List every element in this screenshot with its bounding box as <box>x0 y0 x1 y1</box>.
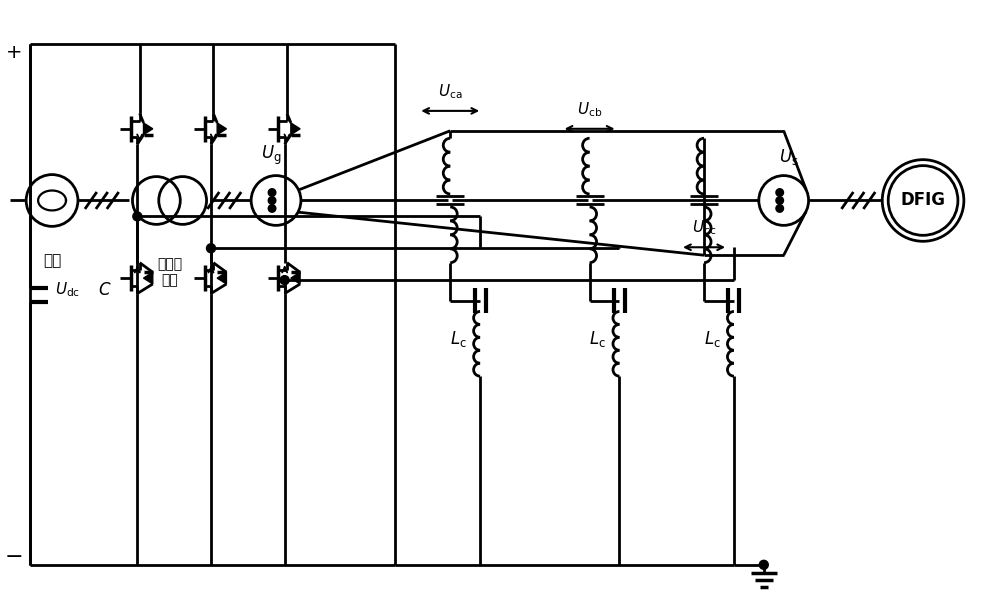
Text: −: − <box>5 547 24 567</box>
Circle shape <box>268 197 276 204</box>
Polygon shape <box>217 272 226 284</box>
Text: $C$: $C$ <box>98 280 112 299</box>
Text: 电网: 电网 <box>43 253 61 268</box>
Polygon shape <box>144 123 153 134</box>
Text: $U_{\rm cb}$: $U_{\rm cb}$ <box>577 100 602 119</box>
Circle shape <box>776 197 783 204</box>
Circle shape <box>280 275 289 285</box>
Polygon shape <box>217 123 226 134</box>
Circle shape <box>759 561 768 569</box>
Circle shape <box>776 188 783 196</box>
Text: $U_{\rm cc}$: $U_{\rm cc}$ <box>692 219 716 237</box>
Text: 升压变
压器: 升压变 压器 <box>157 257 182 287</box>
Text: $U_{\rm g}$: $U_{\rm g}$ <box>261 143 281 167</box>
Text: $U_{\rm s}$: $U_{\rm s}$ <box>779 147 799 167</box>
Circle shape <box>268 188 276 196</box>
Text: $U_{\rm dc}$: $U_{\rm dc}$ <box>55 280 81 299</box>
Circle shape <box>776 205 783 212</box>
Polygon shape <box>291 123 300 134</box>
Polygon shape <box>291 272 300 284</box>
Circle shape <box>268 205 276 212</box>
Text: +: + <box>6 43 22 61</box>
Polygon shape <box>144 272 153 284</box>
Text: $L_{\rm c}$: $L_{\rm c}$ <box>704 329 720 349</box>
Text: DFIG: DFIG <box>901 192 946 210</box>
Text: $L_{\rm c}$: $L_{\rm c}$ <box>450 329 467 349</box>
Text: $L_{\rm c}$: $L_{\rm c}$ <box>589 329 606 349</box>
Circle shape <box>133 212 142 221</box>
Text: $U_{\rm ca}$: $U_{\rm ca}$ <box>438 82 462 101</box>
Circle shape <box>207 244 215 253</box>
